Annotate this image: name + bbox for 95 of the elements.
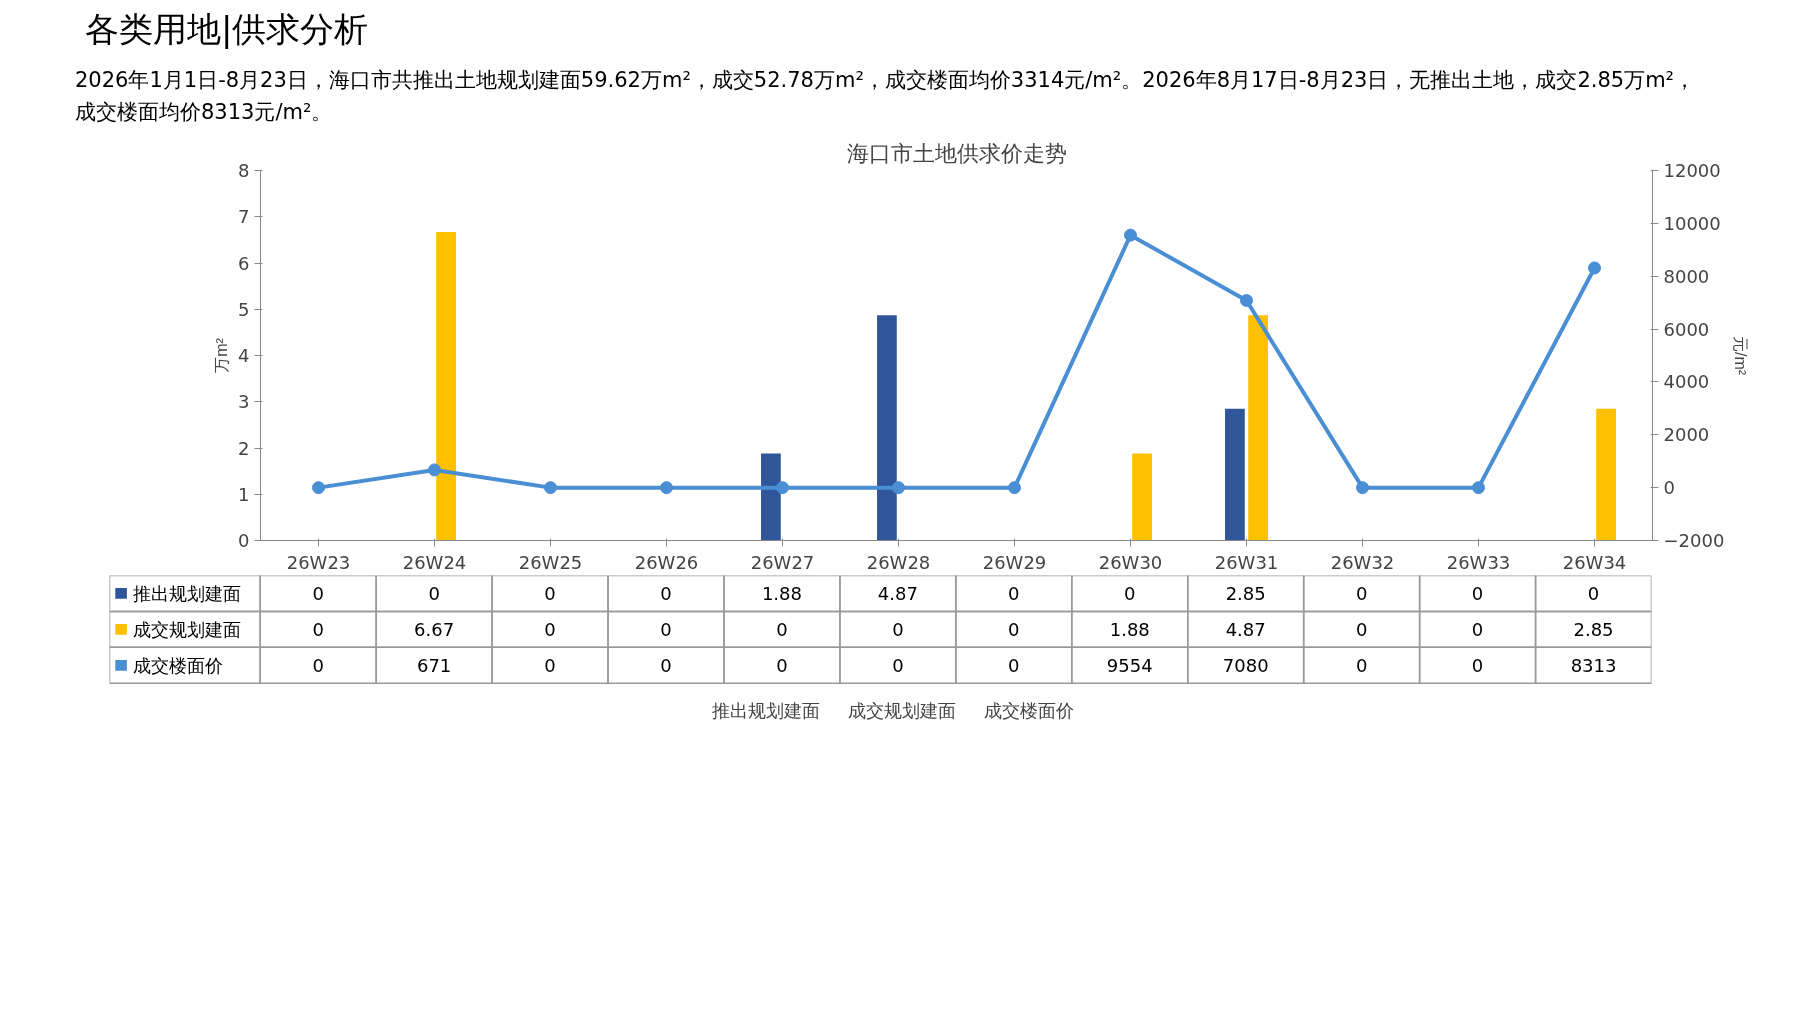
data-label: 8313 — [1570, 654, 1617, 676]
y-tick-label: 2 — [238, 437, 250, 459]
data-label: 2.85 — [1573, 618, 1614, 640]
data-label: 0 — [1008, 618, 1020, 640]
data-label: 0 — [544, 618, 556, 640]
y-tick-label: 3 — [238, 390, 250, 412]
data-label: 0 — [892, 654, 904, 676]
data-label: 2.85 — [1225, 582, 1266, 604]
data-label: 0 — [1471, 654, 1484, 676]
point — [1472, 480, 1485, 494]
data-label: 0 — [1471, 582, 1484, 604]
data-label: 0 — [1355, 618, 1368, 640]
data-label: 0 — [776, 654, 788, 676]
bar — [877, 314, 897, 541]
y2-tick-label: 12000 — [1663, 159, 1721, 181]
chart-title: 各类用地|供求分析 — [85, 8, 369, 51]
point — [1588, 261, 1601, 274]
point — [776, 480, 789, 494]
y2-tick-label: 8000 — [1663, 265, 1710, 287]
data-label: 0 — [1355, 582, 1368, 604]
data-label: 7080 — [1222, 654, 1269, 676]
text: 海口市土地供求价走势 — [846, 140, 1067, 166]
text: 成交规划建面 — [847, 699, 956, 721]
point — [544, 480, 557, 494]
data-label: 0 — [1008, 654, 1020, 676]
legend-label: 推出规划建面 — [132, 582, 241, 604]
data-label: 1.88 — [1109, 618, 1150, 640]
text: 成交楼面价 — [983, 699, 1074, 721]
data-label: 0 — [1471, 618, 1484, 640]
x-tick-label: 26W26 — [634, 551, 699, 573]
point — [312, 480, 325, 494]
y2-tick-label: 2000 — [1663, 423, 1710, 445]
y-tick-label: 4 — [238, 344, 250, 366]
y2-tick-label: 4000 — [1663, 370, 1710, 392]
y-tick-label: 6 — [238, 252, 250, 274]
data-label: 4.87 — [877, 582, 918, 604]
x-tick-label: 26W30 — [1098, 551, 1163, 573]
point — [1240, 293, 1253, 307]
point — [1356, 480, 1369, 494]
data-label: 0 — [312, 582, 324, 604]
y-tick-label: 8 — [238, 159, 250, 181]
data-label: 0 — [544, 654, 556, 676]
y2-tick-label: 10000 — [1663, 212, 1721, 234]
bar — [1596, 408, 1616, 541]
y-tick-label: 1 — [238, 483, 250, 505]
x-tick-label: 26W28 — [866, 551, 931, 573]
y2-axis-title: 元/m² — [1732, 335, 1750, 376]
y2-tick-label: 6000 — [1663, 318, 1710, 340]
bar — [761, 453, 781, 541]
y-axis-title: 万m² — [213, 337, 231, 373]
x-tick-label: 26W25 — [518, 551, 583, 573]
data-label: 671 — [416, 654, 452, 676]
x-tick-label: 26W24 — [402, 551, 467, 573]
x-tick-label: 26W23 — [286, 551, 351, 573]
x-tick-label: 26W27 — [750, 551, 815, 573]
y-tick-label: 5 — [238, 298, 250, 320]
data-label: 0 — [660, 654, 672, 676]
x-tick-label: 26W29 — [982, 551, 1047, 573]
data-label: 0 — [1587, 582, 1600, 604]
bar — [1248, 314, 1268, 541]
data-label: 0 — [312, 654, 324, 676]
data-label: 6.67 — [414, 618, 455, 640]
data-label: 0 — [776, 618, 788, 640]
chart-subtitle: 2026年1月1日-8月23日，海口市共推出土地规划建面59.62万m²，成交52.78万m²，成交楼面均价3314元/m²。2026年8月17日-8月23日，无推出土地，成交2.85万m²，成交楼面均价8313元/m²。 — [75, 66, 1697, 126]
legend-label: 成交楼面价 — [132, 654, 223, 676]
bar — [1132, 453, 1152, 541]
data-label: 0 — [660, 582, 672, 604]
x-tick-label: 26W33 — [1446, 551, 1511, 573]
data-label: 4.87 — [1225, 618, 1266, 640]
y-tick-label: 7 — [238, 205, 250, 227]
data-label: 9554 — [1106, 654, 1153, 676]
y-tick-label: 0 — [238, 529, 250, 551]
data-label: 0 — [312, 618, 324, 640]
bar — [436, 231, 456, 541]
y2-tick-label: 0 — [1663, 476, 1675, 498]
data-label: 0 — [428, 582, 440, 604]
point — [1008, 480, 1021, 494]
x-tick-label: 26W32 — [1330, 551, 1395, 573]
x-tick-label: 26W34 — [1562, 551, 1627, 573]
text: 推出规划建面 — [711, 699, 820, 721]
point — [428, 462, 441, 476]
x-tick-label: 26W31 — [1214, 551, 1279, 573]
data-label: 1.88 — [761, 582, 802, 604]
y2-tick-label: −2000 — [1663, 529, 1725, 551]
data-label: 0 — [1355, 654, 1368, 676]
point — [1124, 228, 1137, 242]
point — [892, 480, 905, 494]
bar — [1225, 408, 1245, 541]
data-label: 0 — [544, 582, 556, 604]
data-label: 0 — [1008, 582, 1020, 604]
data-label: 0 — [1124, 582, 1136, 604]
legend-label: 成交规划建面 — [132, 618, 241, 640]
data-label: 0 — [660, 618, 672, 640]
data-label: 0 — [892, 618, 904, 640]
point — [660, 480, 673, 494]
